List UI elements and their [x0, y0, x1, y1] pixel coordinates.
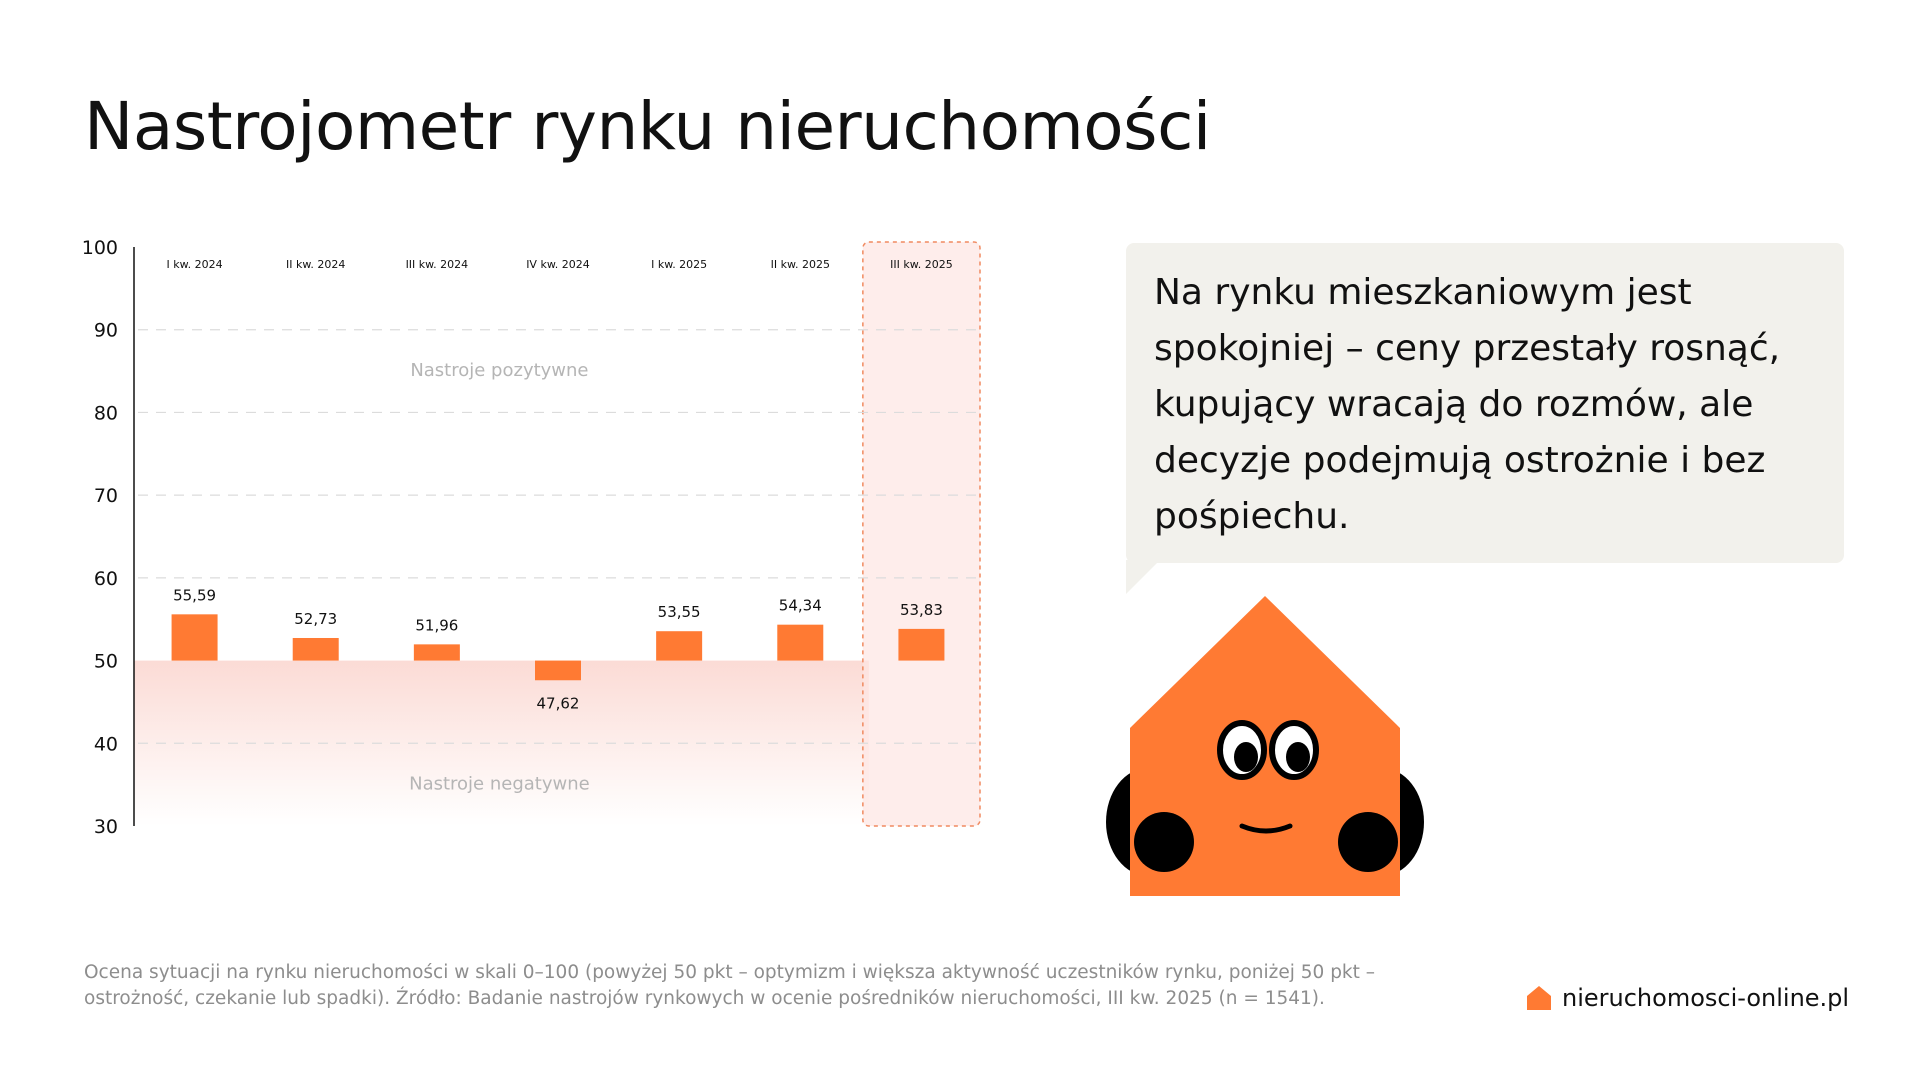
- category-label: IV kw. 2024: [526, 258, 590, 271]
- bar: [535, 660, 581, 681]
- category-label: III kw. 2025: [890, 258, 953, 271]
- category-label: I kw. 2024: [167, 258, 223, 271]
- value-label: 54,34: [779, 597, 822, 615]
- y-tick-label: 50: [94, 651, 118, 673]
- category-label: III kw. 2024: [406, 258, 469, 271]
- category-label: II kw. 2025: [771, 258, 830, 271]
- brand-logo[interactable]: nieruchomosci-online.pl: [1526, 984, 1849, 1012]
- quote-bubble-tail: [1126, 560, 1160, 594]
- highlight-column: [862, 242, 980, 826]
- quote-text: Na rynku mieszkaniowym jest spokojniej –…: [1154, 272, 1781, 537]
- zone-label-negative: Nastroje negatywne: [409, 774, 590, 795]
- value-label: 47,62: [537, 694, 580, 712]
- value-label: 52,73: [294, 610, 337, 628]
- value-label: 53,83: [900, 601, 943, 619]
- highlight-column-border: [862, 241, 981, 827]
- category-label: II kw. 2024: [286, 258, 345, 271]
- y-tick-label: 70: [94, 485, 118, 507]
- value-label: 53,55: [658, 603, 701, 621]
- bar: [656, 631, 703, 661]
- footnote-source: Ocena sytuacji na rynku nieruchomości w …: [84, 962, 1376, 1009]
- y-tick-label: 40: [94, 733, 118, 755]
- y-tick-label: 60: [94, 568, 118, 590]
- bar: [777, 624, 824, 661]
- quote-bubble: Na rynku mieszkaniowym jest spokojniej –…: [1126, 243, 1844, 563]
- house-icon: [1527, 986, 1551, 1010]
- bar: [171, 614, 218, 661]
- category-label: I kw. 2025: [651, 258, 707, 271]
- y-tick-label: 90: [94, 320, 118, 342]
- zone-label-positive: Nastroje pozytywne: [410, 360, 588, 381]
- y-tick-label: 80: [94, 402, 118, 424]
- brand-name: nieruchomosci-online.pl: [1562, 984, 1850, 1012]
- bar: [898, 628, 945, 661]
- value-label: 55,59: [173, 586, 216, 604]
- bar: [413, 644, 460, 661]
- page-title: Nastrojometr rynku nieruchomości: [84, 88, 1211, 165]
- bar: [292, 637, 339, 661]
- market-sentiment-chart: 30 40 50 60 70 80 90 100 Nastroje pozytywne Nastr…: [82, 237, 982, 838]
- y-tick-label: 100: [82, 237, 118, 259]
- value-label: 51,96: [415, 616, 458, 634]
- house-mascot-icon: [1106, 596, 1424, 896]
- y-tick-label: 30: [94, 816, 118, 838]
